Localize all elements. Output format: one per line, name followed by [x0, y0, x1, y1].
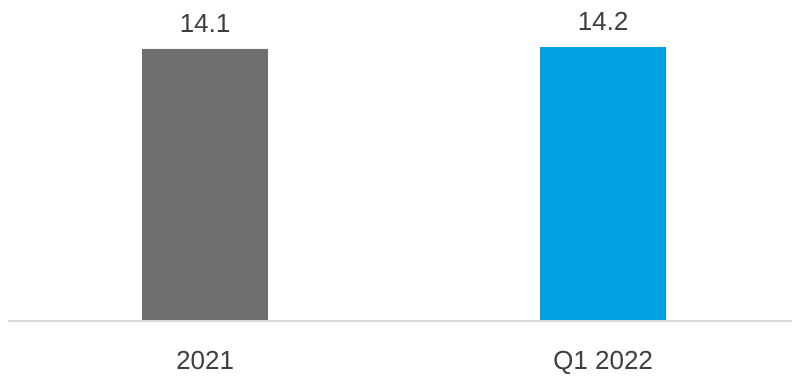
- data-label-1: 14.2: [578, 6, 629, 36]
- data-label-0: 14.1: [180, 8, 231, 38]
- bar-0: [142, 48, 268, 322]
- category-label-1: Q1 2022: [553, 345, 653, 375]
- bars-group: [142, 47, 666, 322]
- data-labels-group: 14.1 14.2: [180, 6, 629, 38]
- category-label-0: 2021: [176, 345, 234, 375]
- bar-1: [540, 47, 666, 321]
- category-labels-group: 2021 Q1 2022: [176, 345, 653, 375]
